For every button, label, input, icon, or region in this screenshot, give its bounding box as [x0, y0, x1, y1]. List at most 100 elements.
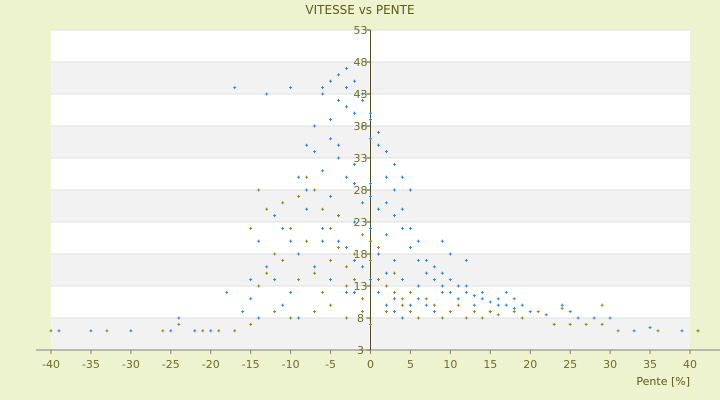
- data-point: [552, 322, 556, 326]
- data-point: [225, 290, 229, 294]
- data-point: [480, 316, 484, 320]
- data-point: [472, 310, 476, 314]
- data-point: [369, 182, 372, 186]
- data-point: [528, 310, 532, 314]
- data-point: [512, 306, 516, 310]
- data-point: [345, 265, 349, 269]
- data-point: [472, 294, 476, 298]
- data-point: [337, 246, 341, 250]
- data-point: [464, 290, 468, 294]
- data-point: [353, 111, 357, 115]
- data-point: [424, 303, 428, 307]
- data-point: [273, 278, 277, 282]
- tick-labels: -40 -35 -30 -25 -20 -15 -10 -5 0 5 10 15 20 25 30 35 40 3…: [42, 24, 697, 371]
- data-point: [488, 300, 492, 304]
- data-point: [376, 278, 380, 282]
- data-point: [544, 313, 548, 317]
- data-point: [408, 226, 412, 230]
- data-point: [520, 303, 524, 307]
- data-point: [369, 111, 372, 115]
- data-point: [265, 265, 269, 269]
- data-point: [432, 265, 436, 269]
- data-point: [337, 239, 341, 243]
- y-tick-label: 23: [354, 216, 368, 229]
- data-point: [392, 258, 396, 262]
- data-point: [321, 290, 325, 294]
- data-point: [305, 188, 309, 192]
- data-point: [345, 175, 349, 179]
- data-point: [384, 271, 388, 275]
- data-point: [313, 271, 317, 275]
- data-point: [305, 175, 309, 179]
- data-point: [353, 290, 357, 294]
- data-point: [209, 329, 213, 333]
- data-point: [289, 239, 293, 243]
- x-tick-label: -20: [202, 358, 220, 371]
- data-point: [313, 188, 317, 192]
- data-point: [464, 284, 468, 288]
- data-point: [456, 284, 460, 288]
- data-point: [376, 252, 380, 256]
- data-point: [289, 226, 293, 230]
- x-tick-label: -40: [42, 358, 60, 371]
- data-point: [392, 162, 396, 166]
- data-point: [608, 316, 612, 320]
- data-point: [536, 310, 540, 314]
- data-point: [249, 322, 253, 326]
- data-point: [488, 310, 492, 314]
- data-point: [305, 143, 309, 147]
- data-point: [408, 310, 412, 314]
- data-point: [432, 310, 436, 314]
- data-point: [129, 329, 133, 333]
- data-point: [233, 329, 237, 333]
- data-point: [329, 303, 333, 307]
- data-point: [193, 329, 197, 333]
- data-point: [408, 246, 412, 250]
- data-point: [305, 239, 309, 243]
- data-point: [353, 252, 357, 256]
- data-point: [369, 194, 372, 198]
- data-point: [504, 303, 508, 307]
- data-point: [329, 194, 333, 198]
- data-point: [289, 316, 293, 320]
- data-point: [392, 290, 396, 294]
- data-point: [353, 278, 357, 282]
- data-point: [313, 150, 317, 154]
- data-point: [584, 322, 588, 326]
- data-point: [105, 329, 109, 333]
- data-point: [416, 239, 420, 243]
- data-point: [456, 297, 460, 301]
- y-tick-label: 43: [354, 88, 368, 101]
- x-tick-label: 15: [483, 358, 497, 371]
- data-point: [448, 252, 452, 256]
- data-point: [376, 246, 380, 250]
- data-point: [464, 258, 468, 262]
- data-point: [289, 86, 293, 90]
- data-point: [329, 226, 333, 230]
- data-point: [361, 310, 365, 314]
- data-point: [384, 175, 388, 179]
- data-point: [217, 329, 221, 333]
- data-point: [400, 278, 404, 282]
- data-point: [273, 252, 277, 256]
- data-point: [161, 329, 165, 333]
- data-point: [257, 316, 261, 320]
- data-point: [297, 194, 301, 198]
- data-point: [392, 188, 396, 192]
- data-point: [384, 310, 388, 314]
- data-point: [392, 214, 396, 218]
- data-point: [265, 92, 269, 96]
- data-point: [440, 284, 444, 288]
- data-point: [568, 310, 572, 314]
- data-point: [353, 220, 357, 224]
- x-tick-label: 30: [603, 358, 617, 371]
- data-point: [369, 118, 372, 122]
- data-point: [656, 329, 660, 333]
- data-point: [361, 297, 365, 301]
- x-tick-label: 40: [683, 358, 697, 371]
- y-tick-label: 33: [354, 152, 368, 165]
- data-point: [345, 316, 349, 320]
- data-point: [337, 98, 341, 102]
- y-tick-label: 13: [354, 280, 368, 293]
